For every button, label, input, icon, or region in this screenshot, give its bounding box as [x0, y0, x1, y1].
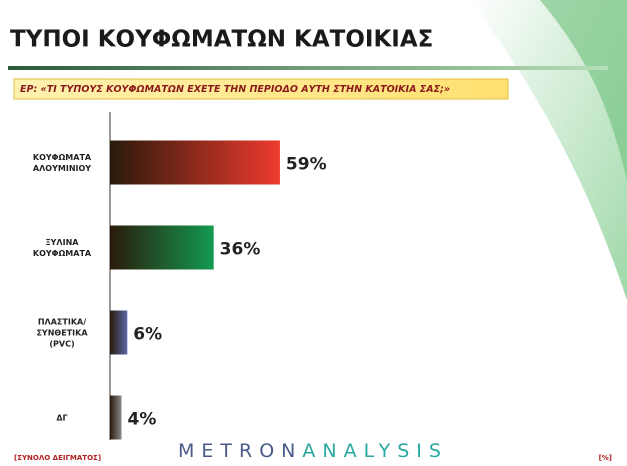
category-label: ΠΛΑΣΤΙΚΑ/ΣΥΝΘΕΤΙΚΑ (PVC): [36, 317, 88, 348]
logo-part: METRON: [178, 440, 302, 462]
category-line: ΚΟΥΦΩΜΑΤΑ: [33, 153, 92, 162]
bar: [110, 310, 128, 355]
category-line: (PVC): [49, 339, 74, 348]
category-line: ΔΓ: [56, 413, 67, 422]
category-label: ΚΟΥΦΩΜΑΤΑ ΑΛΟΥΜΙΝΙΟΥ: [33, 153, 92, 173]
bar: [110, 395, 122, 440]
category-line: ΠΛΑΣΤΙΚΑ/: [38, 317, 86, 326]
footer-left: [ΣΥΝΟΛΟ ΔΕΙΓΜΑΤΟΣ]: [14, 454, 101, 462]
question-box: [13, 78, 509, 100]
category-line: ΣΥΝΘΕΤΙΚΑ: [36, 328, 88, 337]
chart-title: ΤΥΠΟΙ ΚΟΥΦΩΜΑΤΩΝ ΚΑΤΟΙΚΙΑΣ: [10, 27, 433, 53]
logo: METRONANALYSIS: [178, 440, 448, 462]
category-line: ΑΛΟΥΜΙΝΙΟΥ: [33, 164, 91, 173]
value-label: 59%: [286, 155, 327, 175]
category-label: ΞΥΛΙΝΑ ΚΟΥΦΩΜΑΤΑ: [33, 238, 92, 258]
title-rule: [8, 66, 608, 70]
footer-right: [%]: [599, 454, 612, 462]
category-line: ΞΥΛΙΝΑ: [46, 238, 80, 247]
bar: [110, 140, 280, 185]
bar: [110, 225, 214, 270]
logo-part: ANALYSIS: [302, 440, 448, 462]
swoosh: [470, 0, 627, 300]
category-line: ΚΟΥΦΩΜΑΤΑ: [33, 249, 92, 258]
swoosh: [540, 0, 627, 180]
category-label: ΔΓ: [56, 413, 67, 422]
value-label: 6%: [133, 325, 162, 345]
subtitle: ΕΡ: «ΤΙ ΤΥΠΟΥΣ ΚΟΥΦΩΜΑΤΩΝ ΕΧΕΤΕ ΤΗΝ ΠΕΡΙ…: [20, 84, 450, 95]
value-label: 4%: [128, 410, 157, 430]
value-label: 36%: [220, 240, 261, 260]
